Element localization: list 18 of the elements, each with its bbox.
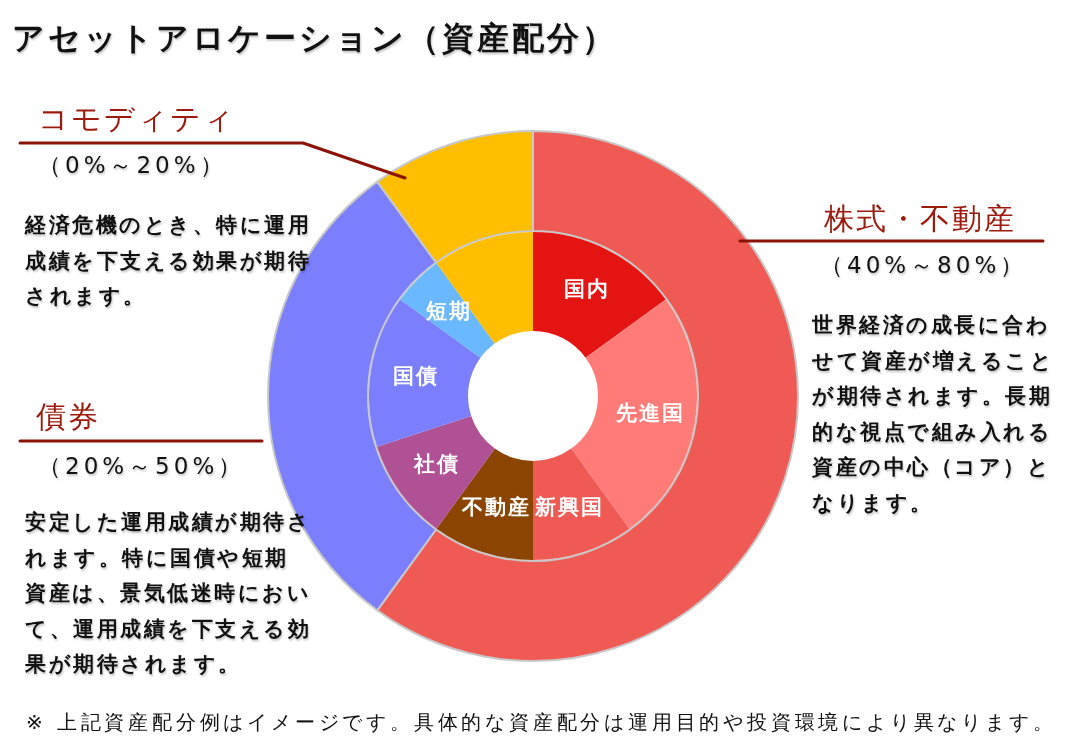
slice-label: 株式・不動産 <box>823 200 1016 236</box>
slice-label: コモディティ <box>38 100 236 136</box>
chart-title: アセットアロケーション（資産配分） <box>12 18 617 58</box>
slice-label: 新興国 <box>534 495 605 520</box>
text: 安定した運用成績が期待されます。特に国債や短期資産は、景気低迷時において、運用成績を下支える効果が期待されます。 <box>25 509 311 678</box>
slice-label: 債券 <box>36 398 100 434</box>
text: 経済危機のとき、特に運用成績を下支える効果が期待されます。 <box>25 212 312 310</box>
slice-label: 国債 <box>392 363 439 388</box>
slice-label: 社債 <box>413 452 461 477</box>
slice-label: 不動産 <box>460 495 531 520</box>
text: （20%～50%） <box>38 452 246 481</box>
text: （0%～20%） <box>38 151 227 180</box>
slice-label: 短期 <box>425 298 473 323</box>
text: （40%～80%） <box>820 251 1028 280</box>
text: ※ 上記資産配分例はイメージです。具体的な資産配分は運用目的や投資環境により異なります。 <box>26 709 1057 736</box>
text: 世界経済の成長に合わせて資産が増えることが期待されます。長期的な視点で組み入れる資産の中心（コア）となります。 <box>812 312 1055 517</box>
slice-label: 先進国 <box>614 400 685 425</box>
slice-label: 国内 <box>563 276 610 301</box>
